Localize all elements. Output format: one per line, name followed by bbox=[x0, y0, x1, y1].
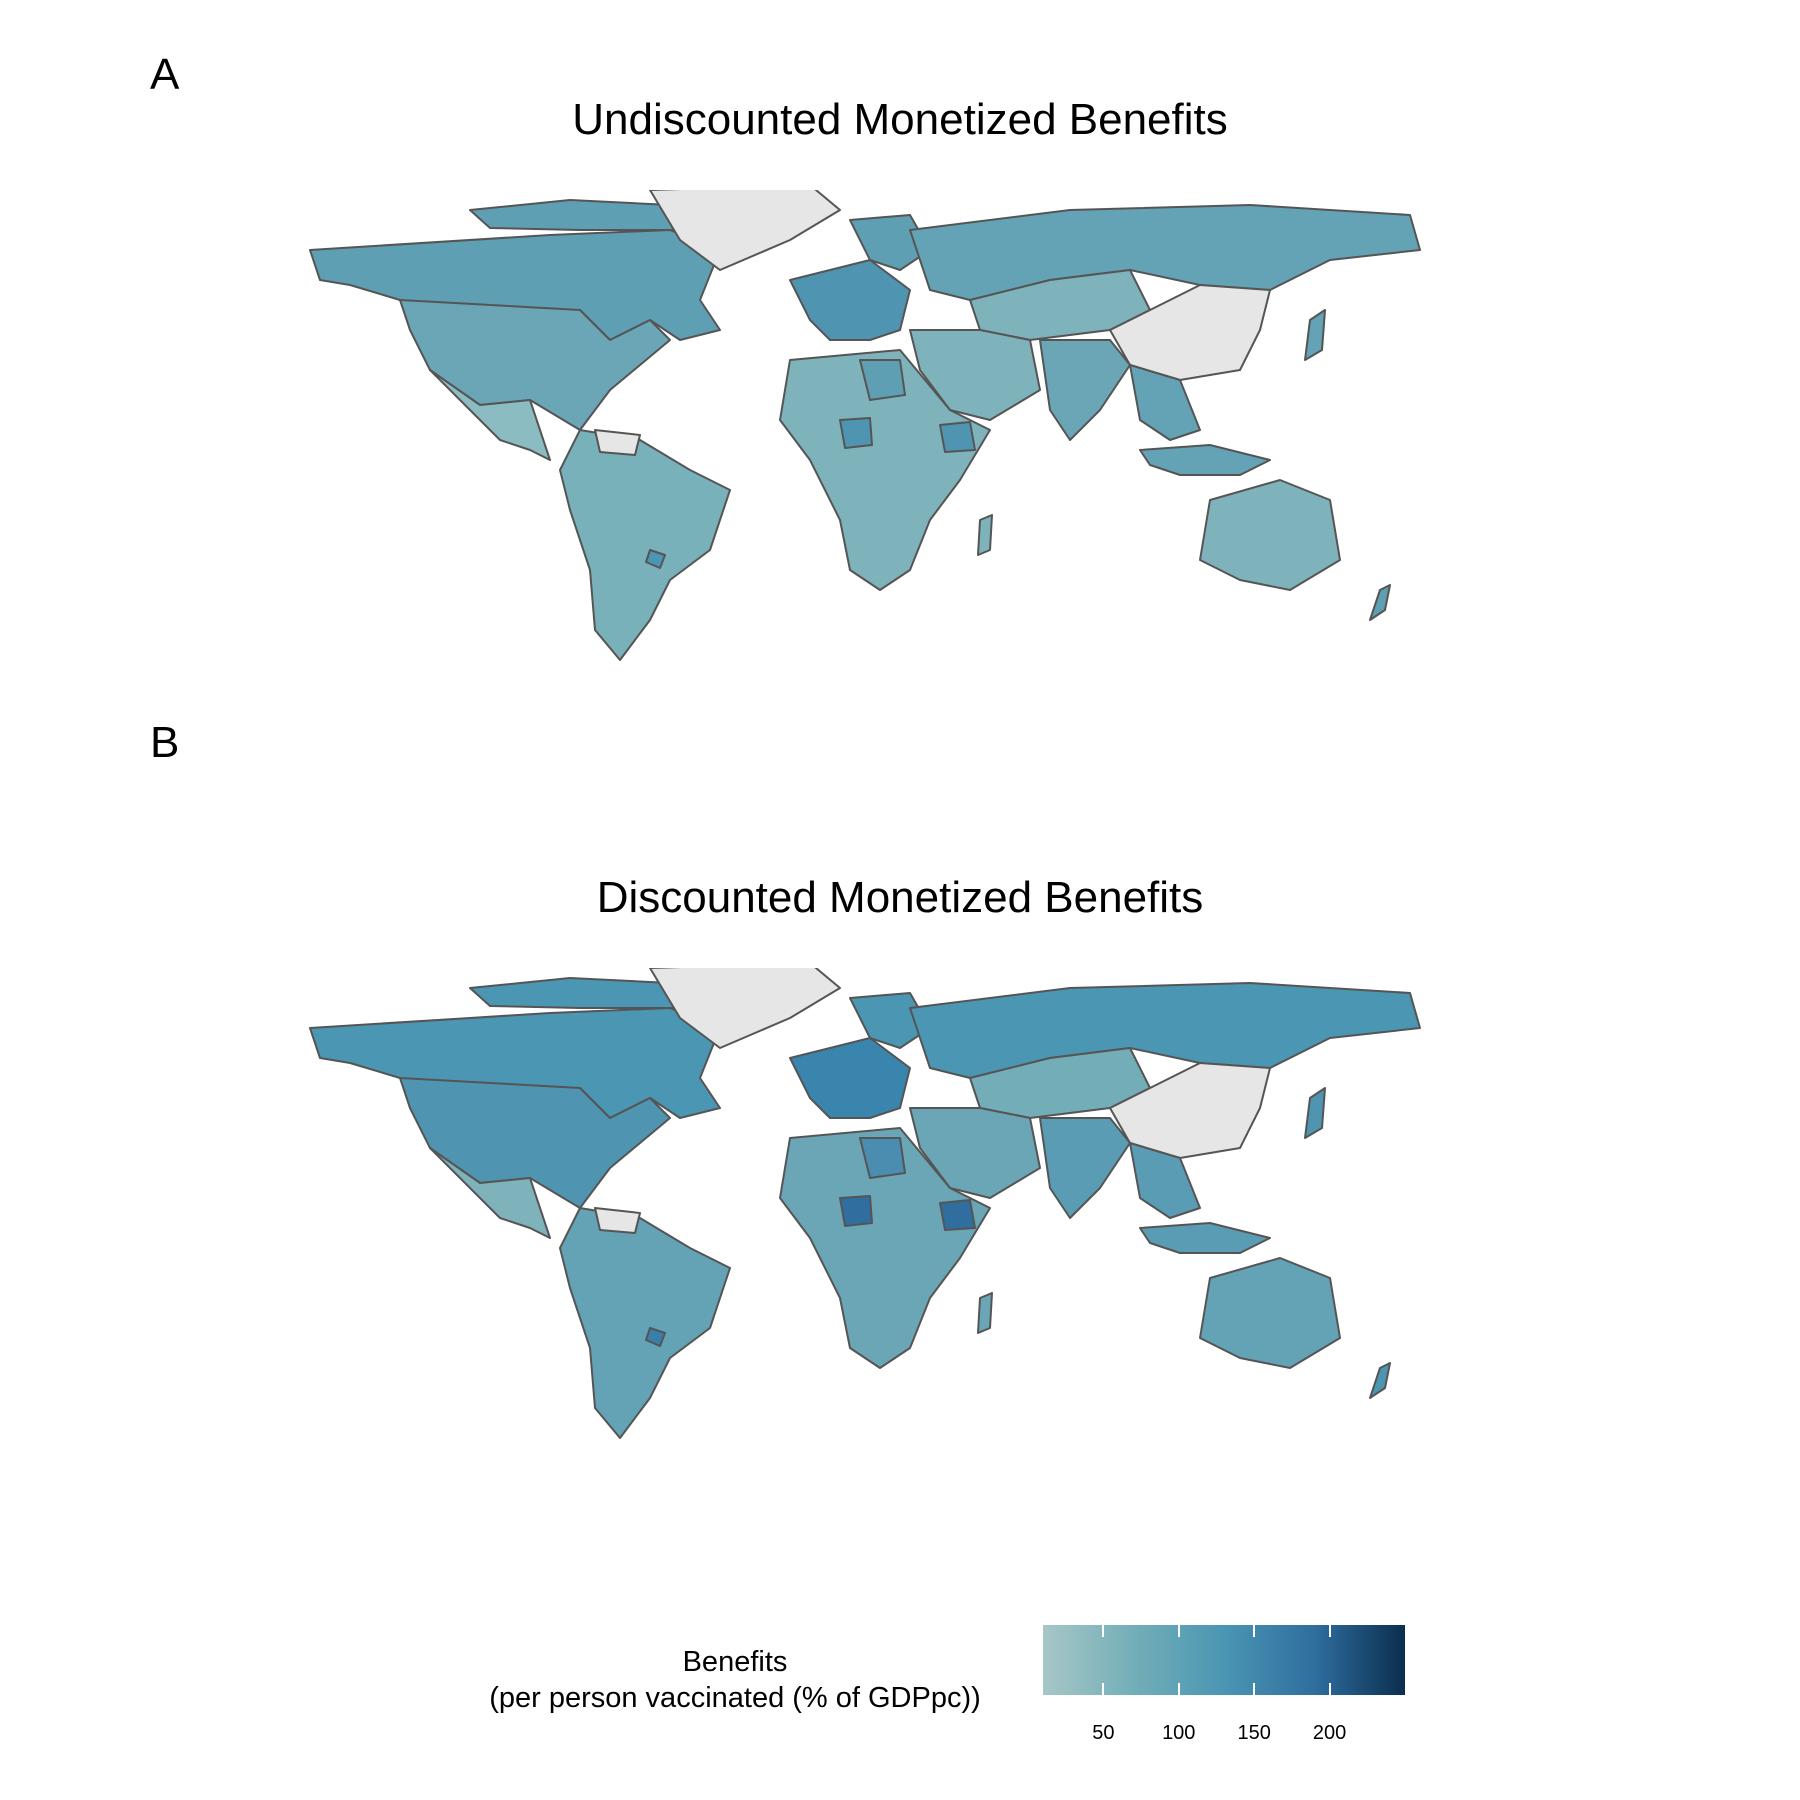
region-south-america bbox=[559, 1207, 731, 1439]
region-venezuela bbox=[594, 429, 641, 456]
legend-tick-mark-bottom bbox=[1328, 1683, 1331, 1695]
region-uruguay bbox=[645, 1327, 666, 1347]
region-scandinavia bbox=[849, 992, 931, 1049]
region-madagascar bbox=[977, 1292, 993, 1334]
region-usa bbox=[399, 1077, 671, 1209]
legend-tick-mark-top bbox=[1328, 1625, 1331, 1637]
region-new-zealand bbox=[1369, 584, 1391, 621]
panel-title-b: Discounted Monetized Benefits bbox=[596, 873, 1204, 922]
region-japan bbox=[1304, 1087, 1326, 1139]
region-africa bbox=[779, 349, 991, 591]
legend-title-line1: Benefits bbox=[682, 1646, 788, 1678]
world-map-a bbox=[309, 190, 1421, 661]
legend-title-line2: (per person vaccinated (% of GDPpc)) bbox=[489, 1682, 981, 1714]
region-australia bbox=[1199, 479, 1341, 591]
region-australia bbox=[1199, 1257, 1341, 1369]
legend-tick-label: 100 bbox=[1162, 1722, 1196, 1744]
region-ethiopia bbox=[939, 421, 976, 453]
region-libya bbox=[859, 359, 906, 401]
legend-color-bar bbox=[1043, 1625, 1405, 1695]
region-arctic-islands bbox=[469, 977, 681, 1009]
legend-tick-label: 50 bbox=[1092, 1722, 1115, 1744]
region-indonesia bbox=[1139, 1222, 1271, 1254]
world-map-b bbox=[309, 968, 1421, 1439]
region-india bbox=[1039, 1117, 1131, 1219]
region-south-america bbox=[559, 429, 731, 661]
legend-title: Benefits (per person vaccinated (% of GD… bbox=[430, 1644, 1040, 1716]
panel-letter-b: B bbox=[150, 718, 180, 767]
legend-tick-mark-bottom bbox=[1253, 1683, 1256, 1695]
region-indonesia bbox=[1139, 444, 1271, 476]
region-mexico bbox=[429, 369, 551, 461]
region-africa bbox=[779, 1127, 991, 1369]
legend-tick-mark-top bbox=[1253, 1625, 1256, 1637]
region-nigeria bbox=[839, 417, 873, 449]
region-nigeria bbox=[839, 1195, 873, 1227]
region-europe bbox=[789, 1037, 911, 1119]
region-mexico bbox=[429, 1147, 551, 1239]
panel-title-a: Undiscounted Monetized Benefits bbox=[572, 95, 1228, 144]
legend-tick-mark-top bbox=[1177, 1625, 1180, 1637]
region-se-asia bbox=[1129, 1142, 1201, 1219]
region-usa bbox=[399, 299, 671, 431]
legend-tick-mark-bottom bbox=[1177, 1683, 1180, 1695]
region-greenland bbox=[649, 190, 841, 271]
region-india bbox=[1039, 339, 1131, 441]
region-arctic-islands bbox=[469, 199, 681, 231]
region-middle-east bbox=[909, 1107, 1041, 1199]
legend-tick-mark-bottom bbox=[1102, 1683, 1105, 1695]
region-japan bbox=[1304, 309, 1326, 361]
region-se-asia bbox=[1129, 364, 1201, 441]
region-europe bbox=[789, 259, 911, 341]
panel-letter-a: A bbox=[150, 50, 180, 99]
region-ethiopia bbox=[939, 1199, 976, 1231]
region-libya bbox=[859, 1137, 906, 1179]
region-uruguay bbox=[645, 549, 666, 569]
region-scandinavia bbox=[849, 214, 931, 271]
region-new-zealand bbox=[1369, 1362, 1391, 1399]
region-russia bbox=[909, 204, 1421, 301]
region-middle-east bbox=[909, 329, 1041, 421]
region-madagascar bbox=[977, 514, 993, 556]
legend-tick-mark-top bbox=[1102, 1625, 1105, 1637]
legend-tick-label: 150 bbox=[1237, 1722, 1271, 1744]
region-russia bbox=[909, 982, 1421, 1079]
legend-tick-label: 200 bbox=[1312, 1722, 1347, 1744]
region-greenland bbox=[649, 968, 841, 1049]
region-venezuela bbox=[594, 1207, 641, 1234]
